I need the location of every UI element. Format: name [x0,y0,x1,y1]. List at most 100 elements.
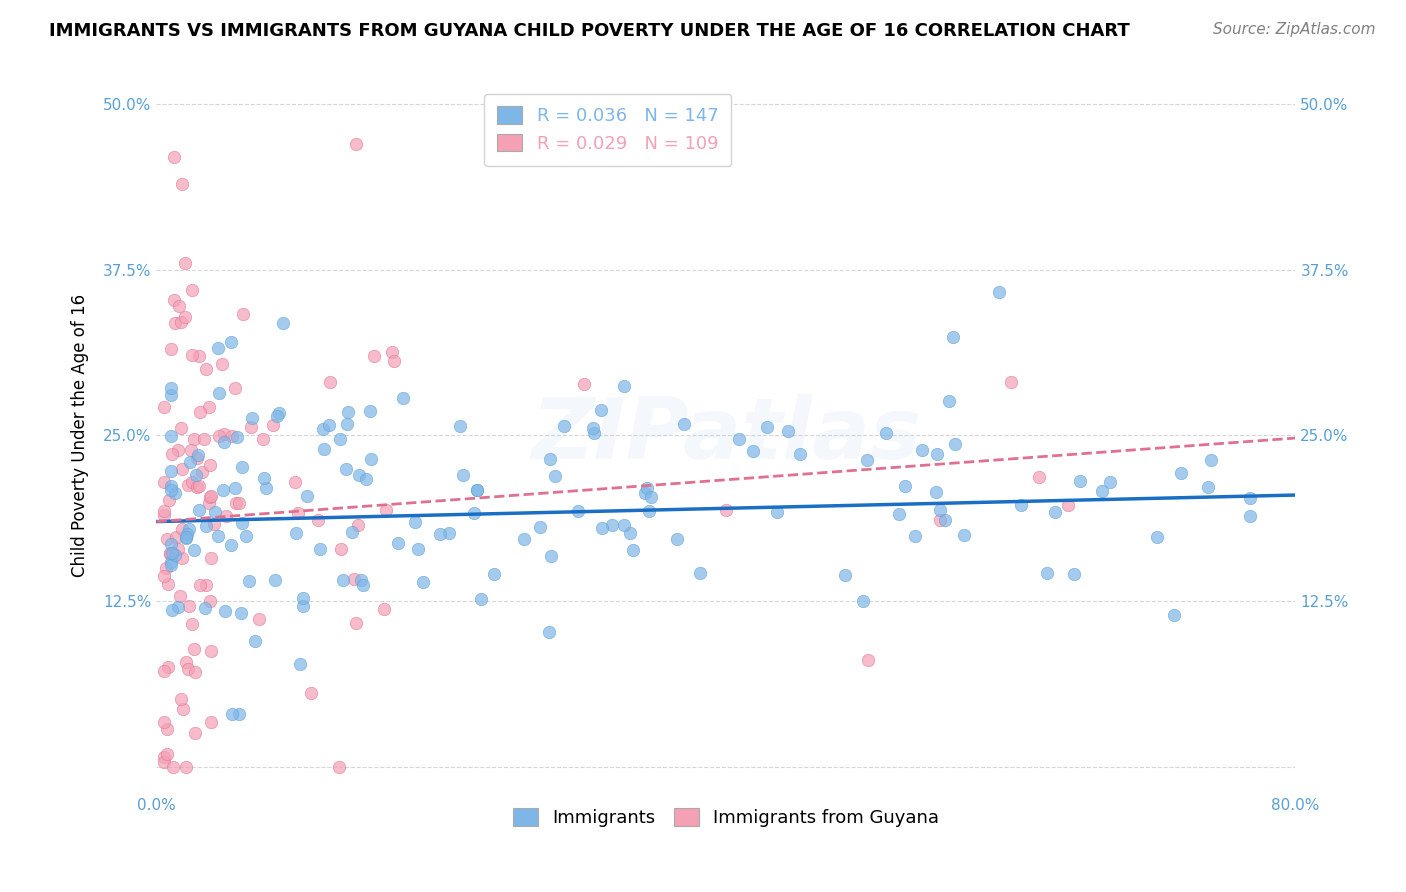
Point [207,529,229,543]
Point [156,747,179,761]
Point [714,503,737,517]
Point [1197,480,1219,494]
Point [271,316,294,330]
Point [195,519,218,533]
Point [159,483,181,497]
Point [288,657,311,671]
Point [529,520,551,534]
Point [198,458,221,472]
Point [177,478,200,492]
Point [727,432,749,446]
Point [852,594,875,608]
Point [228,707,250,722]
Point [172,177,194,191]
Point [582,425,605,440]
Point [159,464,181,478]
Point [188,479,211,493]
Point [159,546,181,560]
Point [335,462,357,476]
Point [887,507,910,521]
Point [1010,498,1032,512]
Point [186,450,208,465]
Point [193,433,215,447]
Point [212,427,235,442]
Point [540,549,562,564]
Point [152,664,174,678]
Point [925,484,948,499]
Point [1239,508,1261,523]
Point [756,420,779,434]
Point [938,394,960,409]
Point [172,522,194,536]
Point [152,475,174,489]
Point [176,527,198,541]
Point [342,524,364,539]
Legend: Immigrants, Immigrants from Guyana: Immigrants, Immigrants from Guyana [505,801,946,834]
Point [591,521,613,535]
Point [350,574,373,588]
Point [363,349,385,363]
Point [240,419,263,434]
Point [174,760,197,774]
Point [156,722,179,736]
Point [285,526,308,541]
Point [204,517,226,532]
Point [553,419,575,434]
Point [1000,375,1022,389]
Point [198,401,221,415]
Point [226,430,249,444]
Point [381,345,404,359]
Point [176,530,198,544]
Point [1056,498,1078,512]
Point [449,418,471,433]
Point [198,594,221,608]
Point [152,714,174,729]
Point [188,503,211,517]
Point [165,486,187,500]
Point [207,341,229,355]
Point [465,483,488,497]
Point [165,548,187,562]
Point [152,569,174,583]
Point [927,447,949,461]
Point [666,533,689,547]
Point [858,653,880,667]
Point [1043,505,1066,519]
Point [911,442,934,457]
Point [170,550,193,565]
Point [180,348,202,362]
Point [170,315,193,329]
Point [183,726,205,740]
Point [263,574,285,588]
Point [200,714,222,729]
Point [1028,470,1050,484]
Point [337,405,360,419]
Point [470,591,492,606]
Point [634,486,657,500]
Point [152,504,174,518]
Point [167,600,190,615]
Point [225,496,247,510]
Point [292,591,315,606]
Point [375,503,398,517]
Point [174,531,197,545]
Point [299,685,322,699]
Point [198,490,221,504]
Point [928,513,950,527]
Point [219,334,242,349]
Point [1163,607,1185,622]
Point [212,483,235,497]
Point [152,508,174,522]
Point [169,300,191,314]
Point [689,566,711,581]
Point [621,542,644,557]
Point [342,572,364,586]
Point [262,417,284,432]
Point [165,316,187,330]
Point [181,475,204,489]
Point [384,353,406,368]
Point [238,574,260,588]
Point [856,453,879,467]
Point [953,528,976,542]
Point [295,489,318,503]
